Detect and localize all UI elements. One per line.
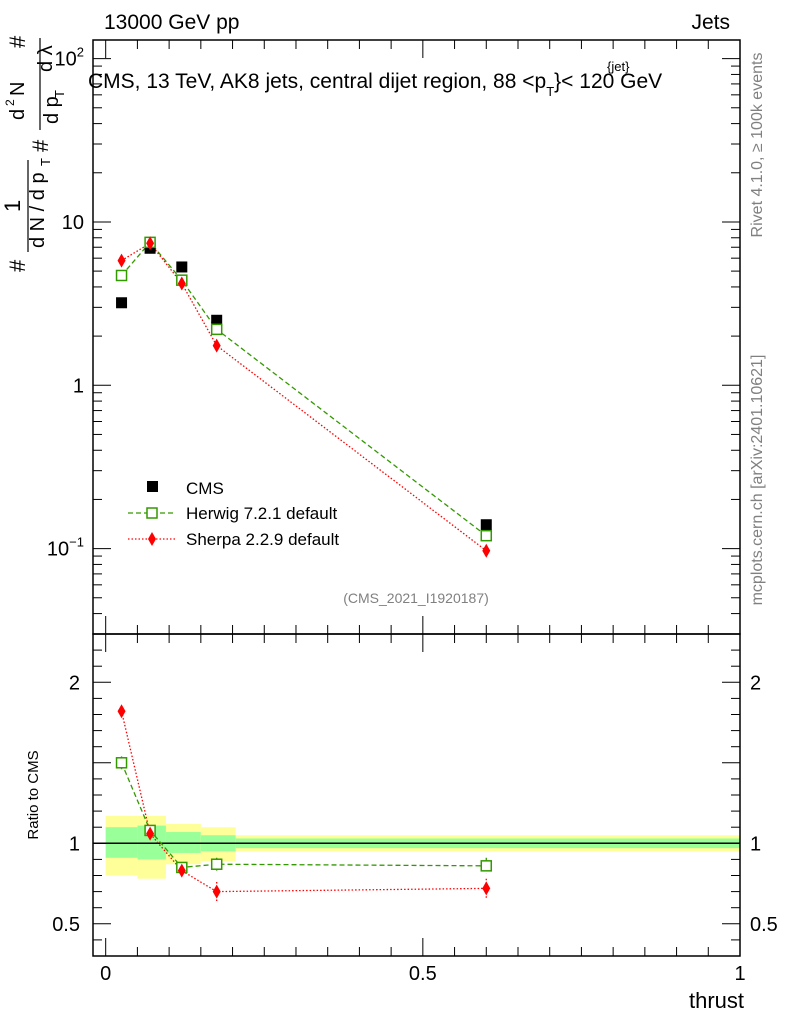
main-y-tick-label: 1 xyxy=(73,375,84,397)
herwig-point xyxy=(210,323,223,336)
main-y-tick-label: 10−1 xyxy=(47,535,84,561)
main-y-tick-label: 102 xyxy=(55,45,84,71)
ratio-y-tick-label: 1 xyxy=(69,833,80,855)
main-series-line-1 xyxy=(121,241,487,537)
ylabel-t-sub-1: T xyxy=(38,158,53,166)
main-axis-ticks: 10−1 1 10 102 xyxy=(47,40,741,635)
cms-data-point xyxy=(116,297,128,309)
ratio-series-line-1 xyxy=(120,711,487,893)
plot-title-sup: {jet} xyxy=(607,59,630,74)
legend-herwig-label: Herwig 7.2.1 default xyxy=(186,504,337,523)
plot-title-tail: }< 120 GeV xyxy=(554,70,662,93)
x-tick-label: 1 xyxy=(734,963,745,985)
ylabel-sq: 2 xyxy=(3,99,17,106)
sherpa-point xyxy=(146,236,155,251)
ratio-uncertainty-bands xyxy=(105,815,740,879)
legend-sherpa-marker xyxy=(148,532,156,546)
herwig-point xyxy=(115,269,128,282)
ratio-y-tick-label: 0.5 xyxy=(52,914,80,936)
plot-title-sub: T xyxy=(546,84,554,99)
ylabel-dp: d p xyxy=(41,96,63,124)
ratio-sherpa-point xyxy=(177,863,186,878)
ylabel-n: N xyxy=(7,82,29,96)
ratio-plot-frame xyxy=(92,633,741,957)
ratio-y-tick-label-right: 2 xyxy=(750,672,761,694)
mcplots-label: mcplots.cern.ch [arXiv:2401.10621] xyxy=(749,355,766,606)
ratio-series-markers xyxy=(115,704,493,899)
ylabel-dlambda: d λ xyxy=(35,45,57,72)
ratio-band-green xyxy=(165,832,201,853)
ratio-y-tick-label: 2 xyxy=(69,672,80,694)
ratio-band-green xyxy=(105,827,138,858)
cms-data-point xyxy=(211,314,223,326)
ylabel-hash-2: # xyxy=(28,139,53,152)
x-axis-label: thrust xyxy=(689,988,744,1013)
legend: CMS Herwig 7.2.1 default Sherpa 2.2.9 de… xyxy=(128,479,339,549)
ratio-herwig-point xyxy=(480,860,493,872)
legend-cms-marker xyxy=(147,481,158,492)
category-label: Jets xyxy=(691,11,730,34)
ylabel-hash-3: # xyxy=(5,35,30,48)
analysis-id: (CMS_2021_I1920187) xyxy=(343,590,489,606)
sherpa-point xyxy=(482,543,491,558)
herwig-point xyxy=(480,529,493,542)
ratio-sherpa-point xyxy=(482,881,491,896)
ratio-plot-panel: 0.5 0.5 1 1 2 2 0 0.5 1 Ratio to CMS thrust xyxy=(25,633,778,1013)
ratio-sherpa-point xyxy=(146,826,155,841)
ylabel-d: d xyxy=(7,109,29,120)
energy-label: 13000 GeV pp xyxy=(104,11,239,34)
sherpa-point xyxy=(117,253,126,268)
sherpa-point xyxy=(212,338,221,353)
rivet-version-label: Rivet 4.1.0, ≥ 100k events xyxy=(749,53,766,238)
cms-data-point xyxy=(176,261,188,273)
ratio-herwig-point xyxy=(115,757,128,769)
ylabel-hash-1: # xyxy=(5,259,30,272)
ratio-herwig-point xyxy=(210,858,223,870)
sherpa-point xyxy=(177,276,186,291)
ratio-y-axis-label: Ratio to CMS xyxy=(25,750,42,839)
ratio-axis-ticks: 0.5 0.5 1 1 2 2 0 0.5 1 xyxy=(52,634,778,985)
x-tick-label: 0 xyxy=(100,963,111,985)
ratio-y-tick-label-right: 1 xyxy=(750,833,761,855)
legend-cms-label: CMS xyxy=(186,479,224,498)
ylabel-t-sub-2: T xyxy=(52,90,67,98)
main-y-axis-label: # 1 d N / d p T # d p T d 2 N d λ # xyxy=(0,35,67,272)
ratio-y-tick-label-right: 0.5 xyxy=(750,914,778,936)
ylabel-dn-dpt: d N / d p xyxy=(27,172,49,248)
ratio-sherpa-point xyxy=(117,704,126,719)
legend-herwig-marker xyxy=(146,507,158,519)
x-tick-label: 0.5 xyxy=(409,963,437,985)
plot-title-main: CMS, 13 TeV, AK8 jets, central dijet reg… xyxy=(88,70,546,93)
main-y-tick-label: 10 xyxy=(62,212,84,234)
legend-sherpa-label: Sherpa 2.2.9 default xyxy=(186,530,339,549)
plot-title: CMS, 13 TeV, AK8 jets, central dijet reg… xyxy=(88,70,662,99)
main-series-markers xyxy=(115,236,493,558)
ylabel-one: 1 xyxy=(0,200,25,212)
ratio-sherpa-point xyxy=(212,884,221,899)
cms-data-point xyxy=(480,519,492,531)
main-plot-panel: 10−1 1 10 102 CMS, 13 TeV, AK8 jets, centra… xyxy=(0,35,741,635)
